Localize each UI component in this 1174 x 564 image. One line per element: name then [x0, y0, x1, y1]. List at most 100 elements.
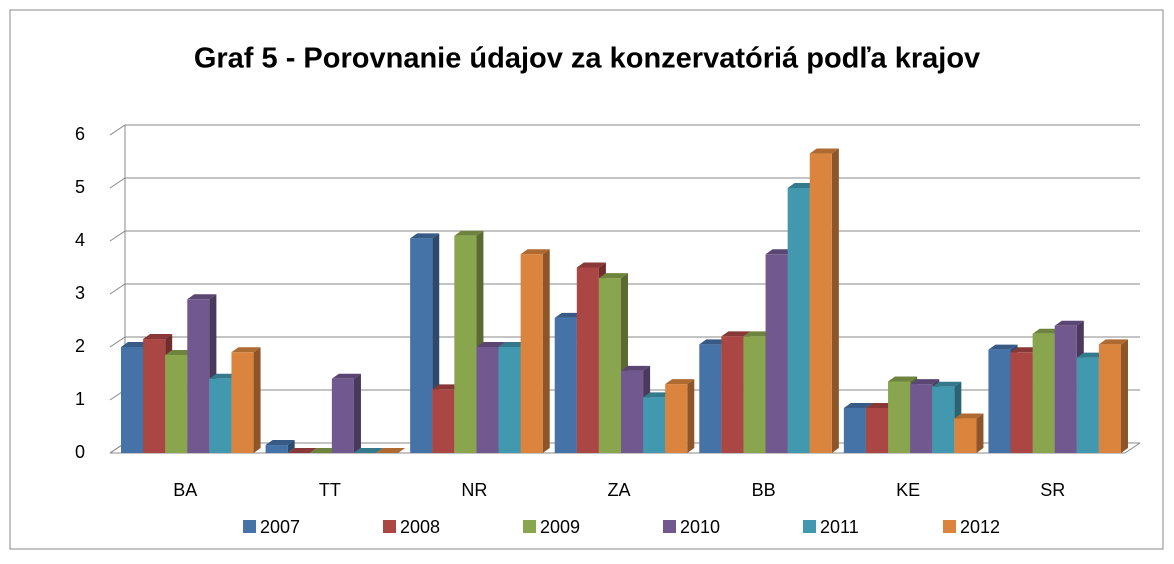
bar-top	[843, 402, 873, 408]
bar-top	[1032, 328, 1062, 334]
bar	[954, 418, 977, 453]
bar-top	[143, 334, 173, 340]
legend-label: 2007	[260, 517, 300, 537]
bar-top	[231, 347, 261, 353]
y-tick-label: 0	[75, 442, 85, 462]
x-tick-label: NR	[461, 480, 487, 500]
y-tick-label: 2	[75, 336, 85, 356]
bar-top	[353, 448, 384, 453]
legend-swatch	[803, 520, 816, 533]
bar	[598, 278, 621, 453]
bar-side	[1121, 339, 1128, 453]
bar	[1054, 325, 1077, 453]
legend-label: 2009	[540, 517, 580, 537]
bar	[787, 188, 810, 453]
bar-top	[865, 402, 896, 408]
bar-top	[621, 365, 651, 371]
bar-top	[454, 230, 484, 236]
bar	[643, 397, 666, 453]
bar	[476, 347, 499, 453]
bar	[743, 336, 766, 453]
bar	[809, 153, 832, 454]
legend-label: 2012	[960, 517, 1000, 537]
bar-side	[976, 413, 984, 453]
bar	[988, 349, 1011, 453]
bar-side	[353, 373, 361, 453]
bar-top	[699, 339, 729, 345]
bar-top	[1010, 347, 1040, 353]
bar	[699, 344, 722, 453]
bar	[520, 254, 543, 453]
bar-top	[209, 373, 239, 379]
bar	[231, 352, 254, 453]
y-tick-label: 4	[75, 230, 85, 250]
bar-side	[831, 148, 839, 454]
bar	[498, 347, 521, 453]
legend-label: 2010	[680, 517, 720, 537]
x-tick-label: BB	[752, 480, 776, 500]
chart-title: Graf 5 - Porovnanie údajov za konzervató…	[194, 43, 980, 75]
bar-top	[598, 273, 628, 279]
legend-swatch	[523, 520, 536, 533]
bar	[143, 339, 166, 453]
legend-label: 2008	[400, 517, 440, 537]
bar	[621, 370, 644, 453]
bar	[843, 407, 866, 453]
bar	[187, 299, 210, 453]
bar-top	[165, 349, 195, 355]
bar	[209, 378, 232, 453]
bar-side	[287, 440, 295, 453]
x-tick-label: ZA	[607, 480, 630, 500]
bar	[432, 389, 455, 453]
bar	[165, 354, 188, 453]
bar-side	[542, 249, 550, 453]
bar-top	[643, 392, 673, 398]
bar	[765, 254, 788, 453]
bar-top	[576, 262, 606, 268]
bar-top	[432, 384, 462, 390]
bar	[1076, 357, 1099, 453]
bar-top	[121, 342, 151, 347]
bar-top	[665, 379, 695, 385]
legend-swatch	[663, 520, 676, 533]
bar-top	[888, 376, 918, 382]
bar-top	[1098, 339, 1128, 345]
bar	[554, 317, 577, 453]
x-tick-label: KE	[896, 480, 920, 500]
bar-top	[932, 381, 962, 387]
bar-top	[1054, 320, 1084, 326]
bar	[932, 386, 955, 453]
bar-top	[520, 249, 550, 255]
bar-top	[331, 373, 361, 379]
bar	[1098, 344, 1121, 453]
bar-top	[554, 312, 584, 318]
bar	[665, 384, 688, 453]
bar	[454, 235, 477, 453]
bar	[865, 407, 889, 453]
grid-line	[109, 177, 1140, 189]
bar	[910, 384, 933, 453]
bar	[265, 445, 288, 453]
bar-top	[410, 233, 440, 239]
y-tick-label: 5	[75, 177, 85, 197]
bar	[1032, 333, 1055, 453]
x-tick-label: BA	[173, 480, 197, 500]
bar-top	[809, 148, 839, 154]
bar-top	[265, 440, 295, 446]
bar-top	[954, 413, 984, 419]
bar-top	[743, 331, 773, 337]
y-tick-label: 6	[75, 124, 85, 144]
legend-swatch	[383, 520, 396, 533]
x-tick-label: SR	[1040, 480, 1065, 500]
grid-line	[109, 124, 1140, 136]
bar	[721, 336, 744, 453]
legend-swatch	[243, 520, 256, 533]
bar	[888, 381, 911, 453]
y-tick-label: 3	[75, 283, 85, 303]
bar-top	[910, 379, 940, 385]
bar	[121, 347, 144, 453]
bar	[576, 267, 599, 453]
bar-top	[721, 331, 751, 337]
legend-label: 2011	[820, 517, 859, 537]
bar-top	[187, 294, 217, 300]
